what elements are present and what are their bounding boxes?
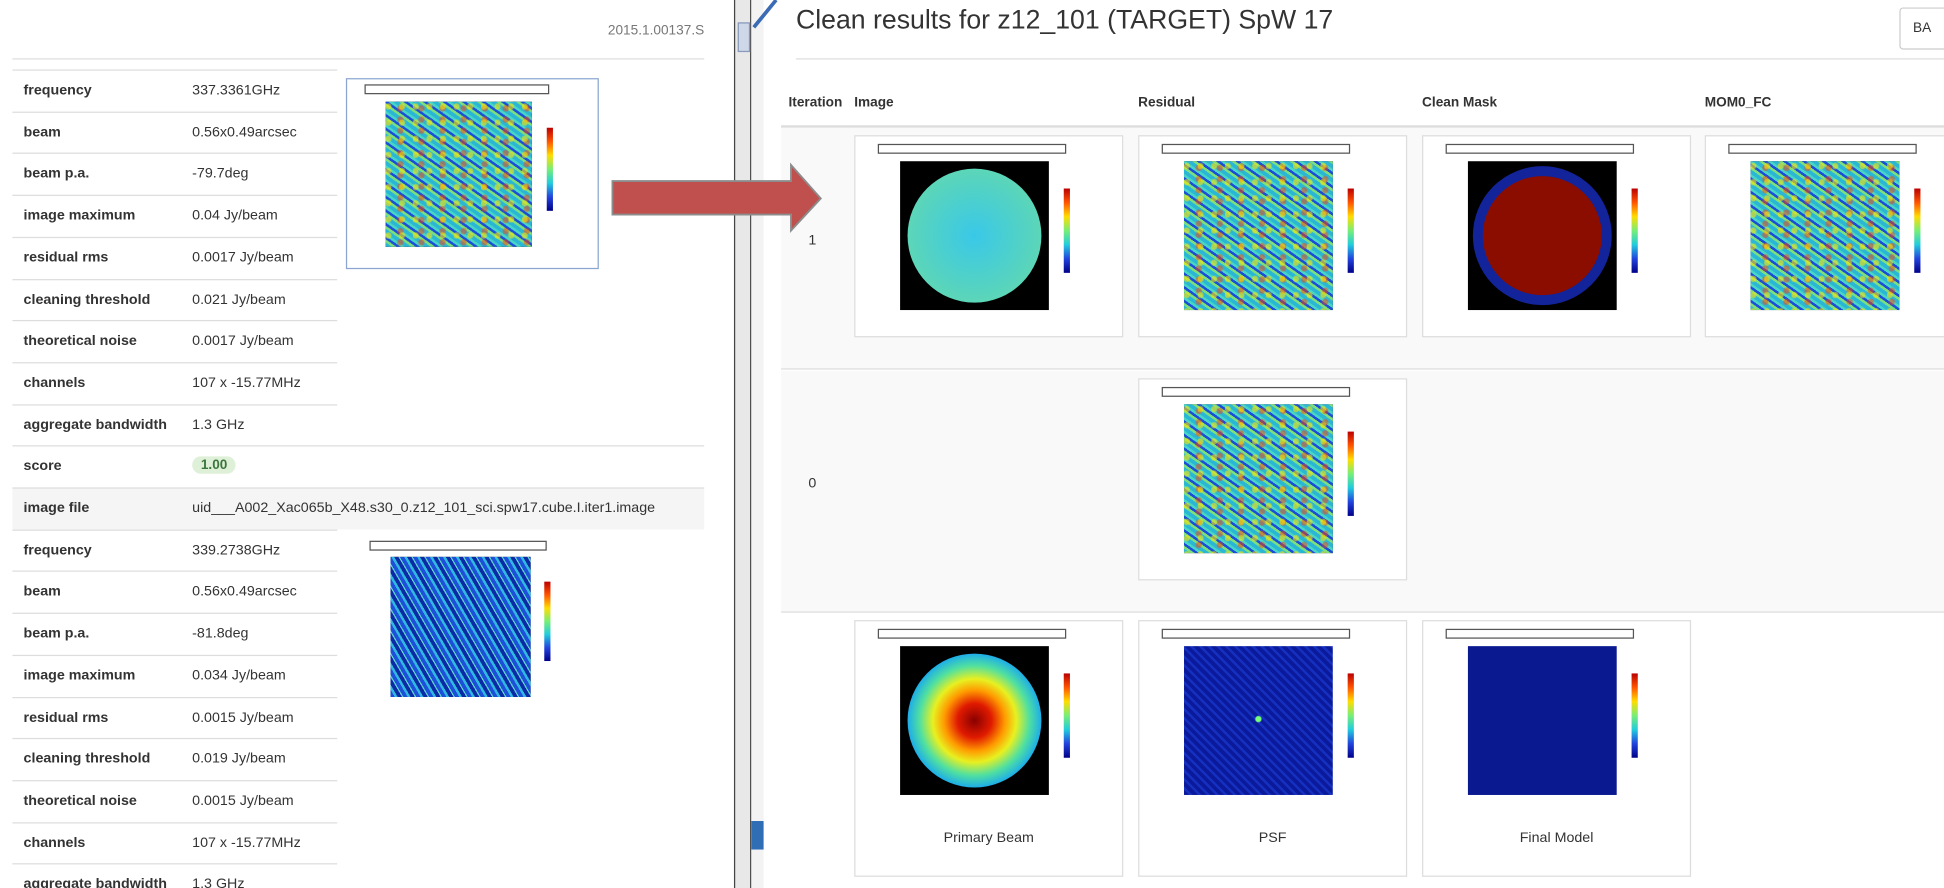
screenshot: 2015.1.00137.Sfrequency337.3361GHzbeam0.… <box>0 0 1944 888</box>
page: 2015.1.00137.Sfrequency337.3361GHzbeam0.… <box>0 0 1944 888</box>
overlay <box>0 0 1944 888</box>
arrow <box>612 165 820 231</box>
pointer-line <box>754 0 776 27</box>
